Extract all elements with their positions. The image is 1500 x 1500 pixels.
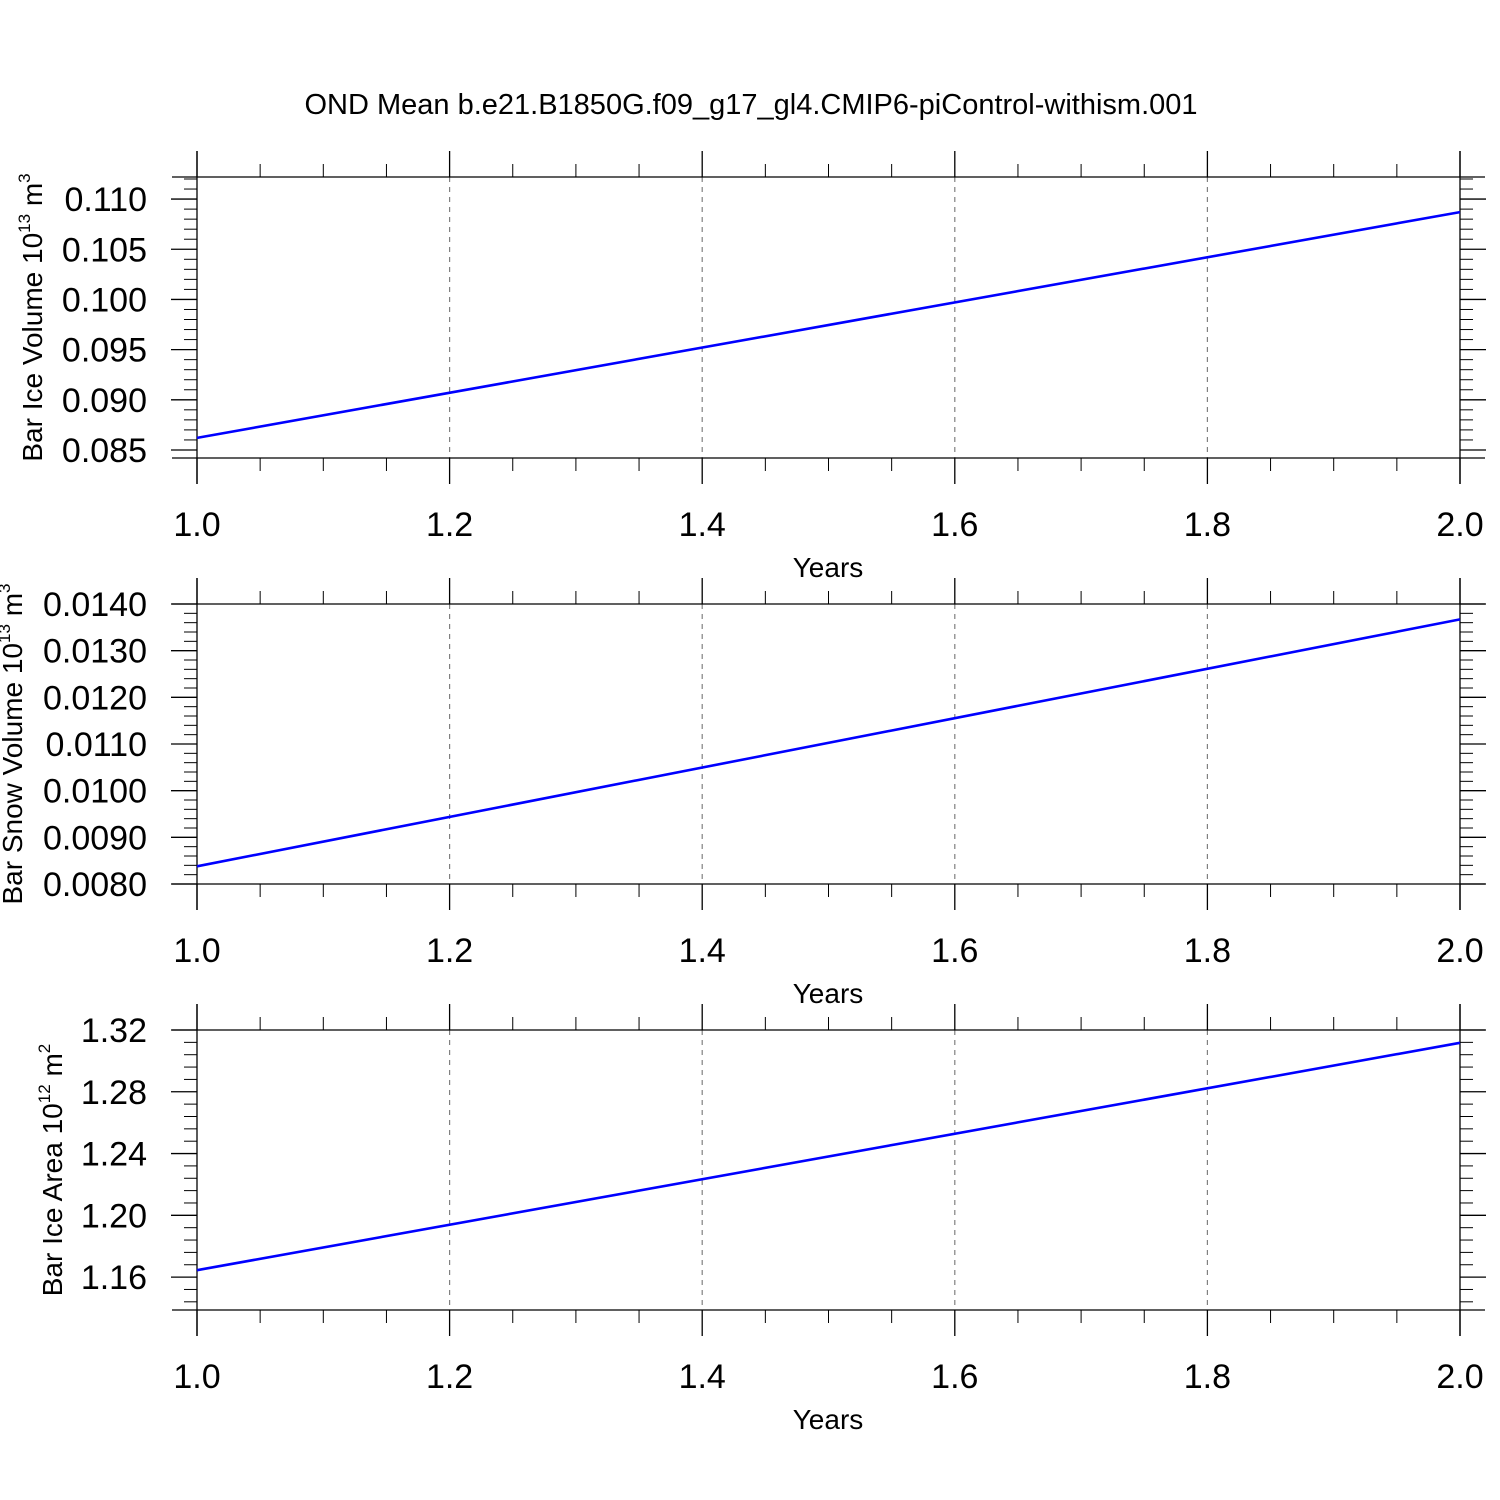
x-tick-label: 1.4	[679, 1358, 726, 1396]
y-tick-label: 1.20	[81, 1197, 147, 1235]
y-tick-label: 1.32	[81, 1012, 147, 1050]
x-tick-label: 1.0	[173, 506, 220, 544]
panels: 1.0 1.2 1.4 1.6 1.8 2.0 0.085 0.090 0.095 0.100 0.…	[0, 151, 1486, 1435]
y-axis-label-unit-power: 2	[35, 1044, 54, 1053]
y-tick-label: 0.0130	[43, 633, 147, 671]
y-tick-label: 0.0100	[43, 773, 147, 811]
y-tick-label: 0.0110	[46, 726, 147, 764]
y-axis-label-exponent: 12	[35, 1084, 54, 1103]
y-tick-label: 0.105	[62, 231, 147, 269]
y-axis-label-base: Bar Ice Area 10	[37, 1103, 68, 1296]
x-tick-label: 1.8	[1184, 506, 1231, 544]
x-tick-label: 1.2	[426, 932, 473, 970]
y-axis-label: Bar Ice Area 1012 m2	[35, 1044, 68, 1297]
x-axis-label: Years	[793, 978, 864, 1009]
y-axis-label-unit-power: 3	[15, 173, 34, 182]
y-axis-label: Bar Snow Volume 1013 m3	[0, 584, 28, 905]
x-tick-label: 1.4	[679, 506, 726, 544]
x-tick-label: 1.8	[1184, 1358, 1231, 1396]
x-tick-label: 1.8	[1184, 932, 1231, 970]
y-tick-label: 0.0090	[43, 819, 147, 857]
y-tick-label: 0.0140	[43, 586, 147, 624]
panel-3: 1.0 1.2 1.4 1.6 1.8 2.0 1.16 1.20 1.24 1.28 1.32 Ye…	[35, 1004, 1486, 1435]
series-line	[196, 618, 1461, 868]
y-axis-label-unit: m	[0, 593, 28, 624]
y-tick-label: 0.085	[62, 432, 147, 470]
x-tick-label: 1.6	[931, 932, 978, 970]
x-tick-label: 2.0	[1436, 932, 1483, 970]
x-tick-label: 1.2	[426, 1358, 473, 1396]
x-tick-label: 1.2	[426, 506, 473, 544]
y-axis-label: Bar Ice Volume 1013 m3	[15, 173, 48, 461]
y-tick-label: 0.0080	[43, 866, 147, 904]
y-tick-label: 1.16	[81, 1259, 147, 1297]
y-axis-label-unit: m	[17, 183, 48, 214]
x-tick-label: 1.0	[173, 932, 220, 970]
y-tick-label: 0.100	[62, 281, 147, 319]
y-axis-label-unit-power: 3	[0, 584, 14, 593]
x-axis-label: Years	[793, 552, 864, 583]
series-line	[196, 1041, 1461, 1272]
chart-title: OND Mean b.e21.B1850G.f09_g17_gl4.CMIP6-…	[304, 89, 1197, 121]
x-tick-label: 1.6	[931, 1358, 978, 1396]
y-tick-label: 0.095	[62, 332, 147, 370]
series-line	[196, 210, 1461, 440]
panel-2: 1.0 1.2 1.4 1.6 1.8 2.0 0.0080 0.0090 0.0100 0.01…	[0, 578, 1486, 1009]
y-axis-label-unit: m	[37, 1053, 68, 1084]
y-axis-label-exponent: 13	[15, 214, 34, 233]
y-tick-label: 0.0120	[43, 679, 147, 717]
x-tick-label: 2.0	[1436, 1358, 1483, 1396]
x-tick-label: 1.6	[931, 506, 978, 544]
y-tick-label: 0.110	[64, 181, 147, 219]
x-axis-label: Years	[793, 1404, 864, 1435]
y-tick-label: 0.090	[62, 382, 147, 420]
y-tick-label: 1.28	[81, 1074, 147, 1112]
x-tick-label: 1.0	[173, 1358, 220, 1396]
y-tick-label: 1.24	[81, 1136, 147, 1174]
y-axis-label-base: Bar Snow Volume 10	[0, 643, 28, 905]
y-axis-label-base: Bar Ice Volume 10	[17, 233, 48, 462]
x-tick-label: 1.4	[679, 932, 726, 970]
panel-1: 1.0 1.2 1.4 1.6 1.8 2.0 0.085 0.090 0.095 0.100 0.…	[15, 151, 1486, 583]
y-axis-label-exponent: 13	[0, 624, 14, 643]
x-tick-label: 2.0	[1436, 506, 1483, 544]
